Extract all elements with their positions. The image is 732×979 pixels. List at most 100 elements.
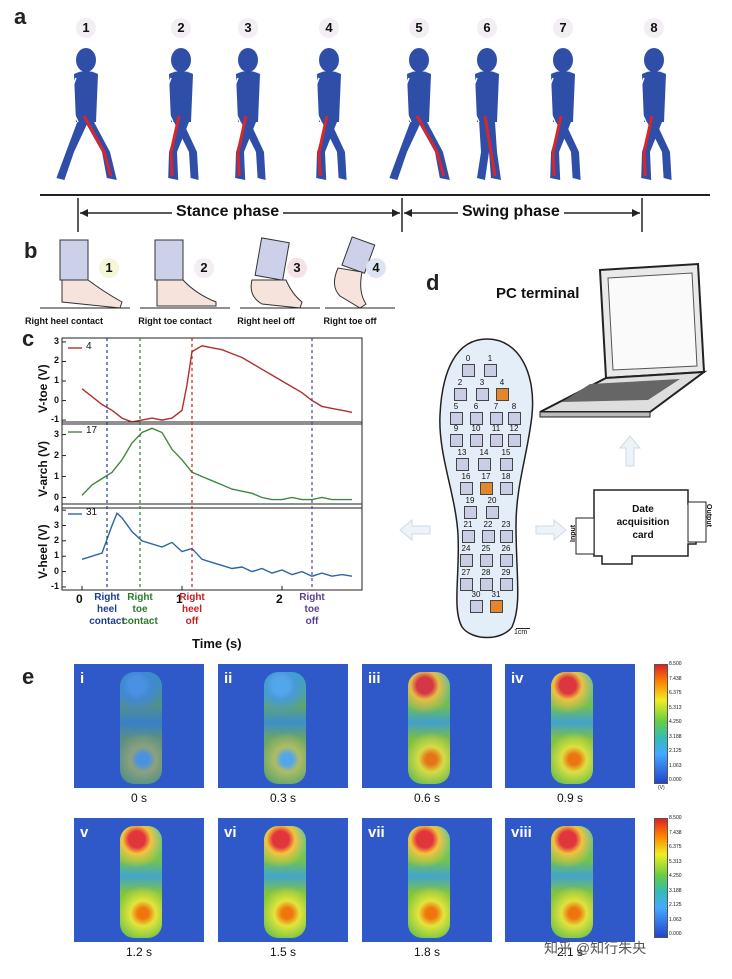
walking-figure-3 (232, 48, 266, 180)
sensor-12 (508, 434, 521, 447)
chart-frame-v-heel (61, 503, 363, 591)
sensor-0 (462, 364, 475, 377)
card-label-line-2: acquisition (616, 517, 670, 528)
foot-pressure-shape (408, 672, 450, 784)
heatmap-roman-4: iv (511, 670, 524, 687)
x-tick-label: 1 (176, 592, 183, 606)
event-label-line: heel (96, 604, 117, 615)
colorbar-tick-1: 0.000 (669, 777, 682, 783)
sensor-14 (478, 458, 491, 471)
colorbar-tick-2: 8.500 (669, 815, 682, 821)
frame-number-3: 3 (238, 18, 258, 38)
legend-label-31: 31 (86, 507, 98, 518)
walking-figure-6 (471, 48, 501, 180)
sensor-5 (450, 412, 463, 425)
panel-a-letter: a (14, 4, 27, 29)
event-label-4: Right toe off (282, 592, 342, 628)
colorbar-tick-2: 3.188 (669, 887, 682, 894)
colorbar-tick-1: 3.188 (669, 733, 682, 740)
sensor-4 (496, 388, 509, 401)
walking-figure-2 (165, 48, 199, 180)
colorbar-tick-1: 6.375 (669, 690, 682, 696)
x-tick-label: 0 (76, 592, 83, 606)
event-label-line: off (185, 616, 199, 627)
sensor-28 (480, 578, 493, 591)
sensor-7 (490, 412, 503, 425)
event-label-line: contact (89, 616, 125, 627)
event-label-line: Right (94, 592, 120, 603)
sensor-number-13: 13 (457, 448, 467, 457)
legend-label-17: 17 (86, 425, 98, 436)
step-badge-3: 3 (287, 258, 307, 278)
colorbar-tick-1: 1.063 (669, 762, 682, 769)
event-label-line: toe (132, 604, 148, 615)
y-tick-label-v-heel: 3 (53, 519, 59, 530)
frame-number-4: 4 (319, 18, 339, 38)
card-label-line-1: Date (632, 504, 654, 515)
pressure-heatmap-8: viii (505, 818, 635, 942)
y-tick-label-v-heel: -1 (50, 580, 59, 591)
frame-number-1: 1 (76, 18, 96, 38)
colorbar-tick-2: 4.250 (669, 873, 682, 879)
sensor-number-15: 15 (501, 448, 511, 457)
arrow-up-icon (618, 435, 642, 467)
sensor-25 (480, 554, 493, 567)
colorbar-bottom (654, 818, 668, 938)
sensor-number-17: 17 (481, 472, 491, 481)
y-tick-label-v-toe: 1 (53, 375, 59, 385)
colorbar-tick-1: 8.500 (669, 661, 682, 667)
walking-figure-8 (638, 48, 672, 180)
frame-number-5: 5 (409, 18, 429, 38)
colorbar-tick-2: 0.000 (669, 931, 682, 937)
colorbar-tick-1: 2.125 (669, 748, 682, 754)
scale-bar (516, 628, 530, 629)
y-axis-label-v-heel: V-heel (V) (36, 524, 50, 579)
sensor-23 (500, 530, 513, 543)
sensor-number-6: 6 (473, 402, 479, 411)
sensor-number-10: 10 (471, 424, 481, 433)
arrow-left-icon (399, 518, 431, 542)
event-label-3: Right heel off (162, 592, 222, 628)
sensor-number-21: 21 (463, 520, 473, 529)
step-label-2: Right toe contact (138, 316, 212, 326)
heatmap-time-8: 2.1 s (556, 945, 583, 959)
pc-terminal-label: PC terminal (496, 285, 580, 302)
y-tick-label-v-heel: 4 (53, 504, 59, 515)
colorbar-tick-2: 1.063 (669, 916, 682, 923)
foot-pressure-shape (120, 672, 162, 784)
colorbar-tick-2: 5.313 (669, 858, 682, 865)
walking-figure-1 (56, 48, 117, 180)
sensor-26 (500, 554, 513, 567)
y-axis-label-v-toe: V-toe (V) (36, 364, 50, 413)
colorbar-top (654, 664, 668, 784)
event-label-line: Right (179, 592, 205, 603)
event-label-line: off (305, 616, 319, 627)
sensor-29 (500, 578, 513, 591)
y-tick-label-v-toe: 3 (53, 335, 59, 346)
pressure-heatmap-5: v (74, 818, 204, 942)
step-label-3: Right heel off (237, 316, 295, 326)
pressure-heatmap-7: vii (362, 818, 492, 942)
phase-arrows (77, 198, 643, 232)
x-tick-label: 2 (276, 592, 283, 606)
pressure-heatmap-1: i (74, 664, 204, 788)
foot-pressure-shape (264, 672, 306, 784)
colorbar-tick-2: 7.438 (669, 829, 682, 836)
sensor-number-4: 4 (499, 378, 505, 387)
heatmap-roman-5: v (80, 824, 89, 841)
series-line-4 (81, 345, 353, 423)
walking-figure-5 (389, 48, 450, 180)
y-tick-label-v-heel: 1 (53, 550, 59, 561)
foot-pressure-shape (551, 826, 593, 938)
heatmap-roman-3: iii (368, 670, 381, 687)
walking-figure-7 (547, 48, 581, 180)
y-tick-label-v-arch: 1 (53, 470, 59, 481)
colorbar-tick-1: 4.250 (669, 719, 682, 725)
walking-figures (56, 48, 672, 180)
sensor-number-1: 1 (487, 354, 493, 363)
sensor-number-9: 9 (453, 424, 459, 433)
sensor-3 (476, 388, 489, 401)
sensor-19 (464, 506, 477, 519)
sensor-16 (460, 482, 473, 495)
sensor-number-24: 24 (461, 544, 471, 553)
